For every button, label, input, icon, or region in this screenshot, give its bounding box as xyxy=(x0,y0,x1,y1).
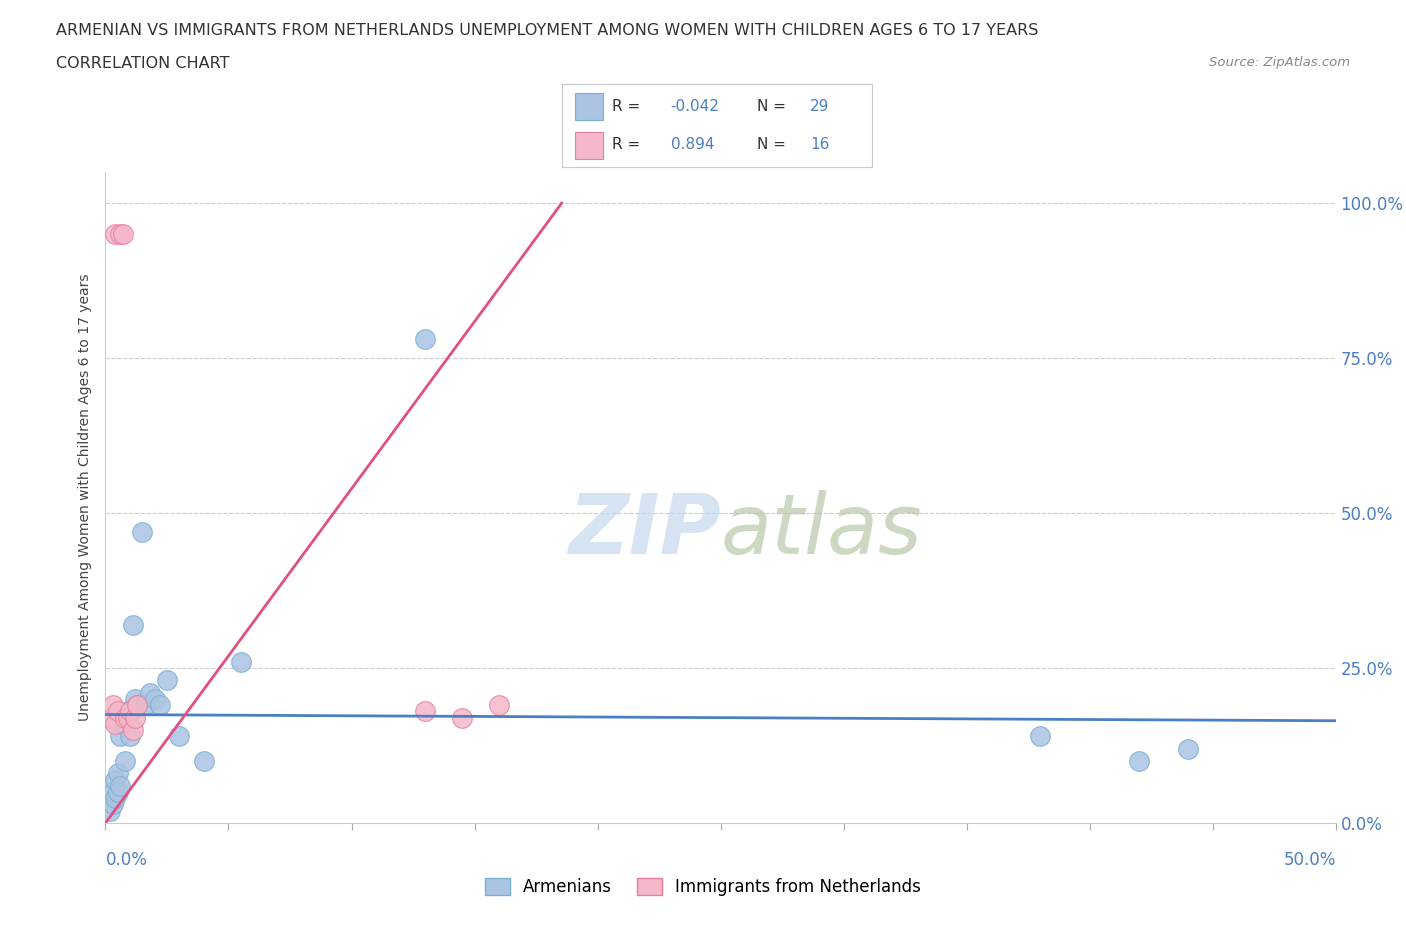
Text: N =: N = xyxy=(758,99,786,113)
Point xyxy=(111,716,134,731)
Point xyxy=(101,698,124,712)
Text: 0.0%: 0.0% xyxy=(105,851,148,870)
Point xyxy=(110,778,132,793)
Point xyxy=(114,711,136,725)
Text: 29: 29 xyxy=(810,99,830,113)
Point xyxy=(110,227,132,242)
Text: 50.0%: 50.0% xyxy=(1284,851,1336,870)
Point xyxy=(104,227,127,242)
Text: CORRELATION CHART: CORRELATION CHART xyxy=(56,56,229,71)
Point xyxy=(131,525,153,539)
Point xyxy=(169,729,191,744)
Text: R =: R = xyxy=(612,138,640,153)
Point xyxy=(117,711,139,725)
Point xyxy=(229,655,252,670)
Bar xyxy=(575,132,603,159)
Point xyxy=(110,729,132,744)
Point xyxy=(156,673,179,688)
Legend: Armenians, Immigrants from Netherlands: Armenians, Immigrants from Netherlands xyxy=(478,871,928,903)
Y-axis label: Unemployment Among Women with Children Ages 6 to 17 years: Unemployment Among Women with Children A… xyxy=(79,273,93,722)
Point xyxy=(127,698,149,712)
Point xyxy=(98,711,122,725)
Text: Source: ZipAtlas.com: Source: ZipAtlas.com xyxy=(1209,56,1350,69)
Point xyxy=(415,332,437,347)
Point xyxy=(138,685,162,700)
Point xyxy=(120,704,141,719)
Point xyxy=(98,804,122,818)
Point xyxy=(134,698,156,712)
Point xyxy=(1029,729,1052,744)
Point xyxy=(451,711,474,725)
Point xyxy=(124,711,146,725)
Point xyxy=(117,704,139,719)
Point xyxy=(488,698,510,712)
Point xyxy=(104,790,127,805)
Point xyxy=(193,753,215,768)
Text: ZIP: ZIP xyxy=(568,489,721,571)
Point xyxy=(1177,741,1199,756)
Point xyxy=(114,753,136,768)
Text: N =: N = xyxy=(758,138,786,153)
Point xyxy=(127,698,149,712)
Text: ARMENIAN VS IMMIGRANTS FROM NETHERLANDS UNEMPLOYMENT AMONG WOMEN WITH CHILDREN A: ARMENIAN VS IMMIGRANTS FROM NETHERLANDS … xyxy=(56,23,1039,38)
Point xyxy=(124,692,146,707)
Point xyxy=(107,704,129,719)
Point xyxy=(121,723,143,737)
Point xyxy=(415,704,437,719)
Point xyxy=(107,766,129,781)
Text: 16: 16 xyxy=(810,138,830,153)
Point xyxy=(107,785,129,800)
Text: atlas: atlas xyxy=(721,489,922,571)
Point xyxy=(104,772,127,787)
Text: 0.894: 0.894 xyxy=(671,138,714,153)
Point xyxy=(121,618,143,632)
Bar xyxy=(575,93,603,120)
Text: R =: R = xyxy=(612,99,640,113)
Point xyxy=(120,729,141,744)
Point xyxy=(101,797,124,812)
Point xyxy=(111,227,134,242)
Point xyxy=(101,785,124,800)
Text: -0.042: -0.042 xyxy=(671,99,720,113)
Point xyxy=(143,692,166,707)
Point xyxy=(1128,753,1150,768)
Point xyxy=(104,716,127,731)
Point xyxy=(149,698,172,712)
